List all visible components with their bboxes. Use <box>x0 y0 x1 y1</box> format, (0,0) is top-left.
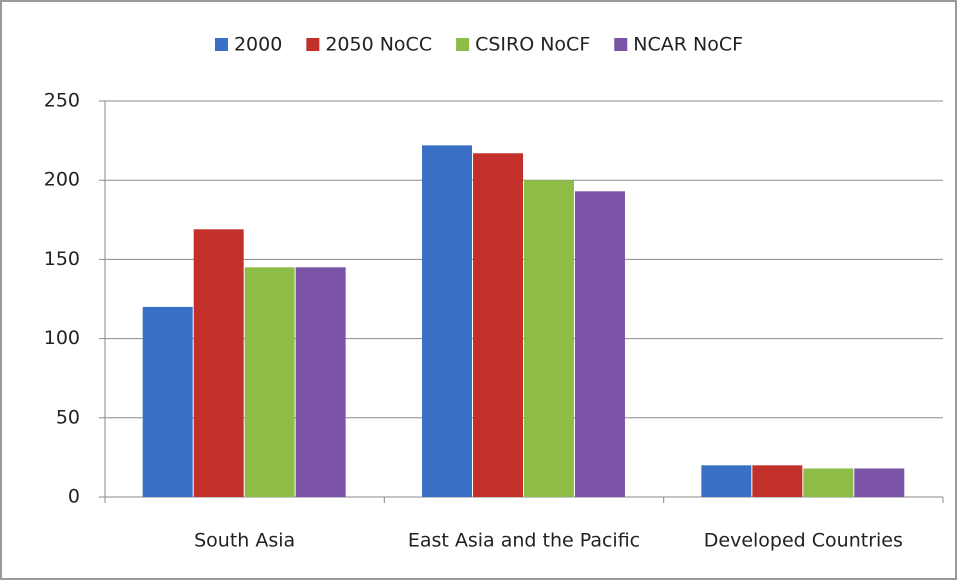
bar <box>752 465 803 497</box>
bar <box>854 468 905 497</box>
bar <box>193 229 244 497</box>
y-tick-label: 250 <box>44 90 80 112</box>
legend-label: 2000 <box>234 34 282 56</box>
x-tick-label: Developed Countries <box>704 530 903 552</box>
y-tick-label: 200 <box>44 169 80 191</box>
legend-label: NCAR NoCF <box>633 34 743 56</box>
y-tick-label: 100 <box>44 327 80 349</box>
bar <box>701 465 752 497</box>
x-tick-label: South Asia <box>194 530 295 552</box>
bar <box>574 191 625 497</box>
legend-label: CSIRO NoCF <box>475 34 590 56</box>
x-tick-label: East Asia and the Pacific <box>408 530 640 552</box>
legend-swatch <box>614 38 628 51</box>
y-tick-label: 0 <box>68 486 80 508</box>
bar <box>244 267 295 497</box>
y-tick-label: 50 <box>56 406 80 428</box>
bar <box>803 468 854 497</box>
bar <box>295 267 346 497</box>
bar <box>142 306 193 497</box>
y-tick-label: 150 <box>44 248 80 270</box>
bar <box>524 180 574 497</box>
bar <box>422 145 473 498</box>
legend-swatch <box>306 38 320 51</box>
bar <box>473 153 523 497</box>
legend: 2000 2050 NoCC CSIRO NoCF NCAR NoCF <box>214 34 743 56</box>
legend-swatch <box>456 38 470 51</box>
legend-label: 2050 NoCC <box>325 34 432 56</box>
legend-swatch <box>214 38 228 51</box>
